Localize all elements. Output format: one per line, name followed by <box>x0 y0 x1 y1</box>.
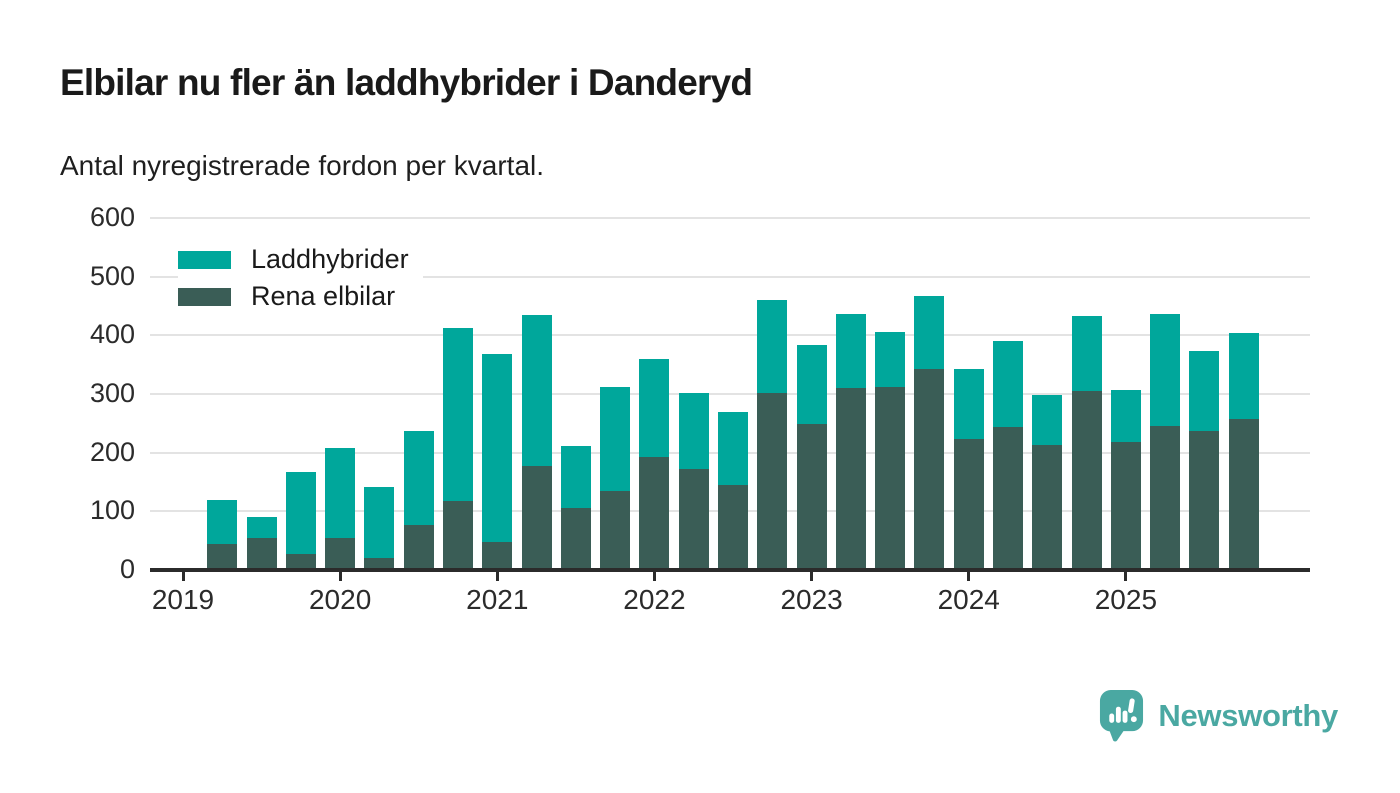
legend-item-rena-elbilar: Rena elbilar <box>178 278 423 315</box>
bar-segment-rena-elbilar-2020-Q4 <box>443 501 473 570</box>
bar-segment-laddhybrider-2021-Q1 <box>482 354 513 542</box>
bar-segment-rena-elbilar-2025-Q2 <box>1150 426 1181 570</box>
x-axis-tick-2024 <box>967 572 971 581</box>
bar-segment-laddhybrider-2020-Q4 <box>443 328 473 502</box>
bar-segment-laddhybrider-2025-Q4 <box>1228 333 1259 419</box>
bar-segment-rena-elbilar-2025-Q3 <box>1189 430 1220 570</box>
plot-area <box>150 217 1310 570</box>
bar-segment-laddhybrider-2025-Q3 <box>1189 350 1220 431</box>
legend-label-laddhybrider: Laddhybrider <box>251 244 409 274</box>
bar-segment-rena-elbilar-2025-Q4 <box>1228 418 1259 570</box>
bar-segment-rena-elbilar-2021-Q3 <box>560 507 591 570</box>
x-axis-tick-2021 <box>495 572 499 581</box>
bar-segment-rena-elbilar-2020-Q1 <box>325 538 356 570</box>
x-axis-tick-2023 <box>810 572 814 581</box>
bar-segment-rena-elbilar-2019-Q2 <box>207 544 238 570</box>
bar-segment-rena-elbilar-2021-Q2 <box>521 465 552 570</box>
bar-segment-rena-elbilar-2022-Q1 <box>639 457 670 570</box>
legend-swatch-rena-elbilar <box>178 287 231 306</box>
bar-segment-laddhybrider-2019-Q4 <box>285 472 316 554</box>
y-axis-label-500: 500 <box>89 260 135 291</box>
bar-segment-laddhybrider-2023-Q4 <box>914 296 945 370</box>
y-axis-label-300: 300 <box>89 378 135 408</box>
bar-segment-laddhybrider-2019-Q3 <box>246 516 277 539</box>
x-axis-tick-2025 <box>1124 572 1128 581</box>
brand-name: Newsworthy <box>1158 697 1338 733</box>
bar-segment-rena-elbilar-2023-Q1 <box>796 423 827 570</box>
bar-segment-laddhybrider-2020-Q3 <box>403 430 434 525</box>
bar-segment-rena-elbilar-2024-Q3 <box>1032 445 1063 570</box>
x-axis-label-2025: 2025 <box>1094 584 1158 615</box>
bar-segment-rena-elbilar-2023-Q3 <box>875 386 906 570</box>
gridline-400 <box>150 334 1310 337</box>
bar-segment-laddhybrider-2025-Q1 <box>1110 389 1141 443</box>
bar-segment-rena-elbilar-2022-Q4 <box>757 392 788 570</box>
bar-segment-laddhybrider-2022-Q4 <box>757 300 788 393</box>
gridline-600 <box>150 217 1310 219</box>
x-axis-label-2024: 2024 <box>937 584 1000 615</box>
bar-segment-laddhybrider-2021-Q4 <box>600 386 631 492</box>
gridline-300 <box>150 393 1310 395</box>
bar-segment-laddhybrider-2024-Q3 <box>1032 394 1063 446</box>
bar-segment-laddhybrider-2022-Q1 <box>639 358 670 458</box>
bar-segment-rena-elbilar-2023-Q4 <box>914 369 945 570</box>
bar-segment-laddhybrider-2023-Q2 <box>835 313 866 389</box>
x-axis-label-2023: 2023 <box>780 584 843 615</box>
bar-segment-laddhybrider-2022-Q3 <box>718 412 749 485</box>
y-axis-label-200: 200 <box>89 436 135 467</box>
bar-segment-rena-elbilar-2022-Q2 <box>678 469 709 570</box>
bar-segment-laddhybrider-2020-Q2 <box>364 486 395 558</box>
x-axis-label-2021: 2021 <box>466 584 529 615</box>
legend-swatch-laddhybrider <box>178 250 231 269</box>
bar-segment-laddhybrider-2020-Q1 <box>325 447 356 539</box>
x-axis-label-2019: 2019 <box>151 584 215 615</box>
bar-segment-laddhybrider-2024-Q2 <box>993 341 1024 428</box>
gridline-500 <box>150 275 1310 278</box>
bar-segment-laddhybrider-2019-Q2 <box>207 499 238 545</box>
y-axis-label-100: 100 <box>89 495 135 526</box>
bar-segment-rena-elbilar-2021-Q4 <box>600 491 631 570</box>
chart-title: Elbilar nu fler än laddhybrider i Dander… <box>60 62 753 103</box>
bar-segment-rena-elbilar-2022-Q3 <box>718 484 749 570</box>
bar-segment-laddhybrider-2023-Q1 <box>796 345 827 424</box>
newsworthy-brand-link[interactable]: Newsworthy <box>1098 688 1338 743</box>
bar-segment-rena-elbilar-2021-Q1 <box>482 541 513 570</box>
chart-subtitle: Antal nyregistrerade fordon per kvartal. <box>60 150 545 181</box>
bar-segment-rena-elbilar-2024-Q4 <box>1071 391 1102 570</box>
y-axis-label-0: 0 <box>119 554 135 584</box>
bar-segment-laddhybrider-2021-Q3 <box>560 446 591 508</box>
bar-segment-laddhybrider-2025-Q2 <box>1150 313 1181 427</box>
bar-segment-laddhybrider-2021-Q2 <box>521 315 552 466</box>
bar-segment-rena-elbilar-2019-Q3 <box>246 538 277 570</box>
x-axis-label-2022: 2022 <box>623 584 686 615</box>
bar-segment-rena-elbilar-2019-Q4 <box>285 553 316 570</box>
newsworthy-logo-icon <box>1100 690 1144 742</box>
bar-segment-laddhybrider-2022-Q2 <box>678 393 709 470</box>
x-axis-label-2020: 2020 <box>308 584 372 615</box>
x-axis-tick-2020 <box>338 572 342 581</box>
legend-item-laddhybrider: Laddhybrider <box>178 241 423 278</box>
bar-segment-laddhybrider-2023-Q3 <box>875 331 906 387</box>
bar-segment-rena-elbilar-2023-Q2 <box>835 388 866 570</box>
x-axis-tick-2019 <box>181 572 185 581</box>
legend-label-rena-elbilar: Rena elbilar <box>251 281 396 311</box>
y-axis-label-400: 400 <box>89 319 135 350</box>
bar-segment-laddhybrider-2024-Q4 <box>1071 316 1102 392</box>
bar-segment-rena-elbilar-2020-Q2 <box>364 557 395 570</box>
y-axis-label-600: 600 <box>89 202 135 232</box>
bar-segment-laddhybrider-2024-Q1 <box>953 369 984 439</box>
bar-segment-rena-elbilar-2024-Q2 <box>993 427 1024 570</box>
x-axis-line <box>150 568 1310 572</box>
bar-segment-rena-elbilar-2020-Q3 <box>403 524 434 570</box>
bar-segment-rena-elbilar-2025-Q1 <box>1110 442 1141 570</box>
x-axis-tick-2022 <box>652 572 656 581</box>
bar-segment-rena-elbilar-2024-Q1 <box>953 438 984 570</box>
chart-legend: Laddhybrider Rena elbilar <box>178 241 423 315</box>
